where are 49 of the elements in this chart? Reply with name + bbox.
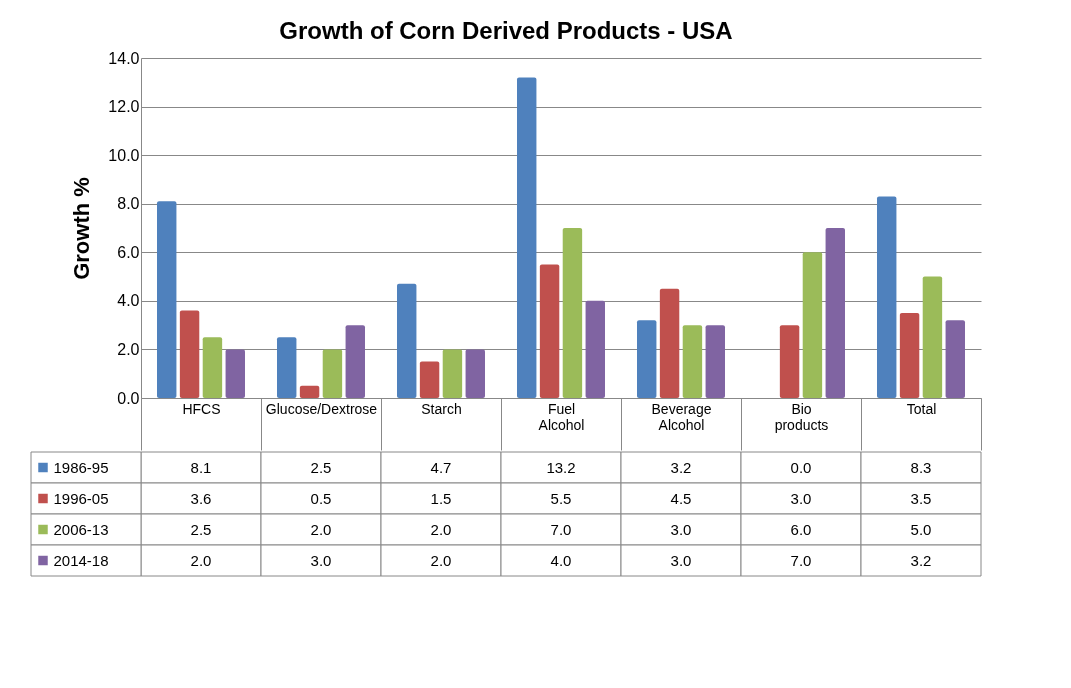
x-tick-label: Starch	[421, 400, 462, 417]
x-tick-label: Bio products	[774, 400, 829, 433]
y-tick-label: 14.0	[108, 49, 140, 67]
data-label: 3.0	[670, 520, 692, 538]
data-label: 0.5	[310, 489, 332, 507]
y-tick-label: 8.0	[117, 195, 140, 213]
data-label: 5.5	[550, 489, 572, 507]
x-tick-label: HFCS	[182, 400, 221, 417]
legend-label: 1996-05	[53, 489, 109, 507]
y-tick-label: 4.0	[117, 292, 140, 310]
chart-title: Growth of Corn Derived Products - USA	[279, 17, 733, 44]
data-label: 3.6	[190, 489, 212, 507]
data-label: 1.5	[430, 489, 452, 507]
y-tick-label: 10.0	[108, 146, 140, 164]
data-label: 7.0	[550, 520, 572, 538]
data-label: 2.5	[310, 458, 332, 476]
x-tick-label: Total	[906, 400, 937, 417]
y-axis-title: Growth %	[69, 177, 95, 280]
y-tick-label: 6.0	[117, 243, 140, 261]
x-tick-label: Fuel Alcohol	[538, 400, 585, 433]
data-label: 3.5	[910, 489, 932, 507]
data-label: 2.0	[190, 551, 212, 569]
y-tick-label: 12.0	[108, 98, 140, 116]
data-label: 4.5	[670, 489, 692, 507]
data-label: 4.7	[430, 458, 452, 476]
data-label: 6.0	[790, 520, 812, 538]
data-label: 2.5	[190, 520, 212, 538]
data-label: 3.2	[910, 551, 932, 569]
data-label: 3.0	[670, 551, 692, 569]
data-label: 7.0	[790, 551, 812, 569]
data-label: 5.0	[910, 520, 932, 538]
data-label: 3.0	[310, 551, 332, 569]
data-label: 2.0	[430, 520, 452, 538]
data-label: 3.2	[670, 458, 692, 476]
data-label: 8.1	[190, 458, 212, 476]
data-label: 4.0	[550, 551, 572, 569]
y-tick-label: 2.0	[117, 340, 140, 358]
y-tick-label: 0.0	[117, 389, 140, 407]
legend-label: 1986-95	[53, 458, 109, 476]
data-label: 13.2	[546, 458, 576, 476]
legend-label: 2014-18	[53, 551, 109, 569]
data-label: 0.0	[790, 458, 812, 476]
x-tick-label: Glucose/Dextrose	[265, 400, 378, 417]
data-label: 2.0	[430, 551, 452, 569]
x-tick-label: Beverage Alcohol	[651, 400, 712, 433]
legend-label: 2006-13	[53, 520, 109, 538]
data-label: 3.0	[790, 489, 812, 507]
data-label: 2.0	[310, 520, 332, 538]
data-label: 8.3	[910, 458, 932, 476]
